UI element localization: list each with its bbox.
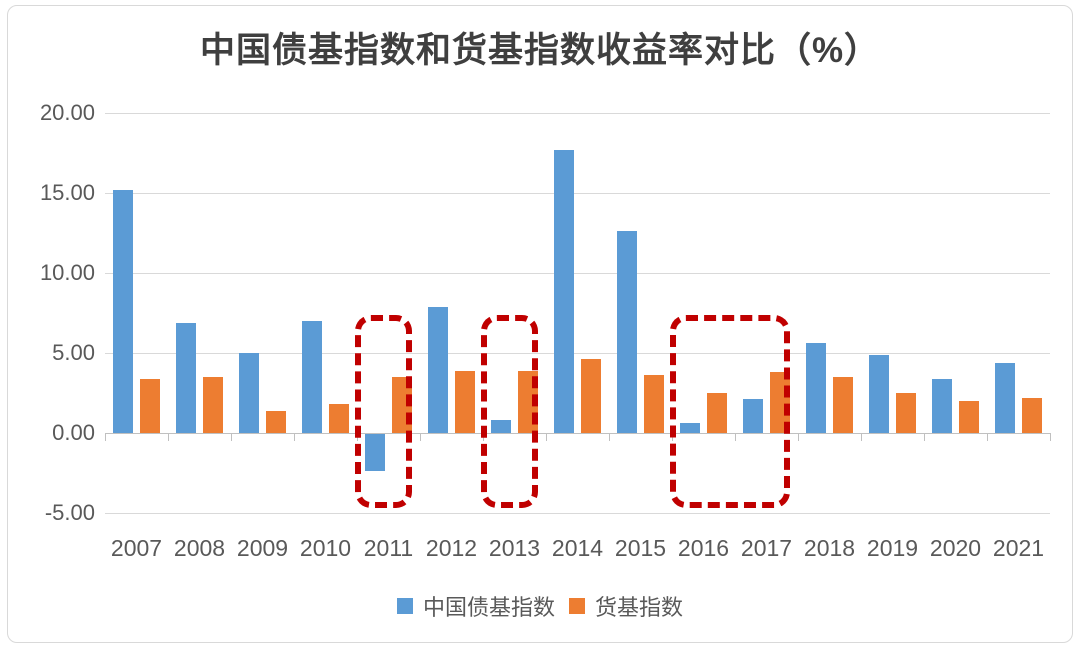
bar-money-2014 <box>581 359 601 433</box>
bar-money-2019 <box>896 393 916 433</box>
bar-bond-2018 <box>806 343 826 433</box>
bar-bond-2017 <box>743 399 763 433</box>
bar-bond-2007 <box>113 189 133 433</box>
axis-tick <box>609 433 610 441</box>
bar-money-2015 <box>644 375 664 433</box>
bar-money-2021 <box>1022 397 1042 433</box>
bar-money-2016 <box>707 393 727 433</box>
x-axis-label-2009: 2009 <box>236 535 289 561</box>
highlight-box-2011 <box>355 315 412 508</box>
axis-tick <box>1050 433 1051 441</box>
highlight-box-2013 <box>481 315 538 508</box>
axis-tick <box>987 433 988 441</box>
y-axis-label: 5.00 <box>52 340 95 365</box>
x-axis-label-2007: 2007 <box>110 535 163 561</box>
axis-tick <box>924 433 925 441</box>
axis-tick <box>546 433 547 441</box>
y-axis-label: 0.00 <box>52 420 95 445</box>
chart-title: 中国债基指数和货基指数收益率对比（%） <box>199 31 881 70</box>
bar-bond-2020 <box>932 378 952 433</box>
y-axis-label: -5.00 <box>44 500 95 525</box>
x-axis-label-2014: 2014 <box>551 535 604 561</box>
highlight-box-2016-2017 <box>670 315 790 508</box>
bar-money-2010 <box>329 404 349 433</box>
axis-tick <box>105 433 106 441</box>
legend-swatch-bond-index <box>396 598 413 614</box>
legend-item-money-index: 货基指数 <box>569 590 683 622</box>
bar-bond-2019 <box>869 354 889 433</box>
legend-swatch-money-index <box>569 598 585 614</box>
bar-bond-2014 <box>554 149 574 433</box>
axis-tick <box>231 433 232 441</box>
bar-money-2007 <box>140 378 160 433</box>
x-axis-label-2010: 2010 <box>299 535 352 561</box>
legend: 中国债基指数 货基指数 <box>0 590 1080 622</box>
bar-bond-2013 <box>491 420 511 433</box>
x-axis-label-2020: 2020 <box>929 535 982 561</box>
bar-money-2012 <box>455 370 475 433</box>
axis-tick <box>294 433 295 441</box>
x-axis-label-2021: 2021 <box>992 535 1045 561</box>
bar-bond-2009 <box>239 353 259 433</box>
gridline-10.00 <box>105 273 1050 274</box>
axis-tick <box>735 433 736 441</box>
bar-bond-2016 <box>680 423 700 433</box>
gridline-20.00 <box>105 113 1050 114</box>
x-axis-label-2018: 2018 <box>803 535 856 561</box>
bar-money-2009 <box>266 410 286 433</box>
legend-label-money-index: 货基指数 <box>595 595 684 620</box>
x-axis-label-2011: 2011 <box>363 535 414 561</box>
bar-money-2020 <box>959 401 979 433</box>
x-axis-label-2012: 2012 <box>425 535 478 561</box>
legend-label-bond-index: 中国债基指数 <box>422 595 555 620</box>
axis-tick <box>420 433 421 441</box>
bar-bond-2012 <box>428 306 448 433</box>
gridline-0.00 <box>105 433 1050 434</box>
x-axis-label-2019: 2019 <box>866 535 919 561</box>
gridline-5.00 <box>105 353 1050 354</box>
y-axis-label: 20.00 <box>39 100 95 125</box>
x-axis-label-2016: 2016 <box>677 535 730 561</box>
bar-bond-2021 <box>995 362 1015 433</box>
bar-bond-2015 <box>617 231 637 433</box>
x-axis-label-2017: 2017 <box>740 535 793 561</box>
axis-tick <box>168 433 169 441</box>
y-axis-label: 15.00 <box>39 180 95 205</box>
bar-bond-2008 <box>176 322 196 433</box>
x-axis-label-2008: 2008 <box>173 535 226 561</box>
bar-money-2008 <box>203 377 223 433</box>
axis-tick <box>798 433 799 441</box>
x-axis-label-2013: 2013 <box>488 535 541 561</box>
bar-money-2018 <box>833 377 853 433</box>
bar-bond-2011 <box>365 434 385 471</box>
gridline--5.00 <box>105 513 1050 514</box>
legend-item-bond-index: 中国债基指数 <box>396 590 555 622</box>
gridline-15.00 <box>105 193 1050 194</box>
x-axis-label-2015: 2015 <box>614 535 667 561</box>
y-axis-label: 10.00 <box>39 260 95 285</box>
bar-bond-2010 <box>302 321 322 433</box>
axis-tick <box>861 433 862 441</box>
